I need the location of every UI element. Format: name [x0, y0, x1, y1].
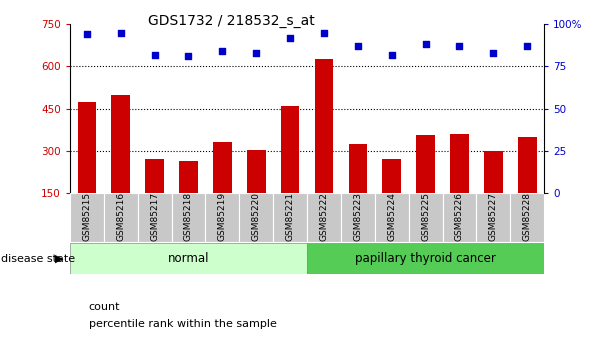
Point [319, 30, 329, 36]
Point [116, 30, 126, 36]
Bar [70, 243, 307, 274]
Point [251, 50, 261, 56]
Point [455, 43, 465, 49]
Bar [104, 193, 137, 242]
Bar [179, 161, 198, 193]
Bar [137, 193, 171, 242]
Bar [247, 149, 266, 193]
Point [218, 48, 227, 54]
Text: percentile rank within the sample: percentile rank within the sample [89, 319, 277, 329]
Text: normal: normal [168, 252, 209, 265]
Bar [273, 193, 307, 242]
Point [488, 50, 498, 56]
Bar [145, 159, 164, 193]
Text: GSM85221: GSM85221 [286, 192, 295, 241]
Text: GSM85226: GSM85226 [455, 192, 464, 241]
Text: GSM85219: GSM85219 [218, 192, 227, 241]
Bar [281, 106, 299, 193]
Bar [510, 193, 544, 242]
Text: GSM85228: GSM85228 [523, 192, 532, 241]
Text: papillary thyroid cancer: papillary thyroid cancer [355, 252, 496, 265]
Bar [315, 59, 333, 193]
Text: GSM85227: GSM85227 [489, 192, 498, 241]
Bar [416, 136, 435, 193]
Text: GSM85222: GSM85222 [319, 192, 328, 241]
Bar [348, 144, 367, 193]
Point [522, 43, 532, 49]
Bar [484, 151, 503, 193]
Bar [375, 193, 409, 242]
Point [82, 31, 92, 37]
Point [150, 52, 159, 57]
Bar [477, 193, 510, 242]
Bar [70, 193, 104, 242]
Point [285, 35, 295, 40]
Bar [518, 137, 536, 193]
Bar [450, 134, 469, 193]
Text: GSM85223: GSM85223 [353, 192, 362, 241]
Text: GDS1732 / 218532_s_at: GDS1732 / 218532_s_at [148, 14, 314, 28]
Bar [382, 159, 401, 193]
Text: GSM85215: GSM85215 [82, 192, 91, 241]
Text: disease state: disease state [1, 254, 75, 264]
Bar [213, 142, 232, 193]
Point [387, 52, 396, 57]
Text: ▶: ▶ [55, 254, 64, 264]
Bar [78, 102, 96, 193]
Bar [206, 193, 240, 242]
Text: GSM85224: GSM85224 [387, 192, 396, 241]
Bar [307, 243, 544, 274]
Bar [307, 193, 341, 242]
Bar [443, 193, 477, 242]
Text: GSM85220: GSM85220 [252, 192, 261, 241]
Point [421, 42, 430, 47]
Bar [240, 193, 273, 242]
Text: GSM85218: GSM85218 [184, 192, 193, 241]
Point [353, 43, 363, 49]
Bar [171, 193, 206, 242]
Bar [111, 95, 130, 193]
Text: count: count [89, 302, 120, 312]
Bar [341, 193, 375, 242]
Text: GSM85225: GSM85225 [421, 192, 430, 241]
Point [184, 53, 193, 59]
Text: GSM85216: GSM85216 [116, 192, 125, 241]
Text: GSM85217: GSM85217 [150, 192, 159, 241]
Bar [409, 193, 443, 242]
